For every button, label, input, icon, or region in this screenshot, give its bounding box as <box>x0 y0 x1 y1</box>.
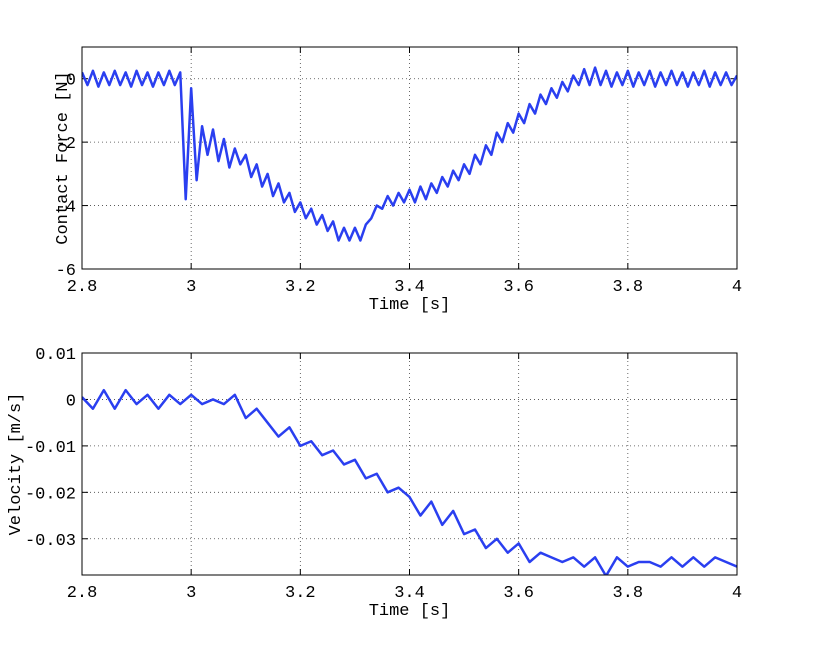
data-line <box>82 66 737 242</box>
y-tick-label: -0.03 <box>25 532 76 551</box>
y-tick-label: 0 <box>66 392 76 411</box>
data-line <box>82 388 737 575</box>
x-tick-label: 2.8 <box>67 584 98 603</box>
x-tick-label: 3.6 <box>503 584 534 603</box>
x-tick-label: 3.6 <box>503 278 534 297</box>
x-tick-label: 3 <box>186 278 196 297</box>
x-tick-label: 3.4 <box>394 584 425 603</box>
axes-frame <box>81 46 738 270</box>
x-tick-label: 3.8 <box>613 278 644 297</box>
subplot: 2.8 3 3.2 3.4 3.6 3.8 4 -6 -4 -2 0 Time [s] Contact … <box>54 46 742 315</box>
x-tick-label: 4 <box>732 278 742 297</box>
axes-frame <box>81 352 738 576</box>
y-tick-label: -0.02 <box>25 485 76 504</box>
y-tick-label: 0.01 <box>35 346 76 365</box>
x-tick-label: 3.8 <box>613 584 644 603</box>
x-tick-label: 3.2 <box>285 278 316 297</box>
x-axis-label: Time [s] <box>369 602 451 621</box>
y-tick-label: 0 <box>66 72 76 91</box>
subplot: 2.8 3 3.2 3.4 3.6 3.8 4 -0.03 -0.02 -0.01 0 0.01 Tim… <box>7 346 742 621</box>
y-tick-label: -2 <box>56 135 76 154</box>
x-tick-label: 3.4 <box>394 278 425 297</box>
y-tick-label: -4 <box>56 199 76 218</box>
y-tick-label: -0.01 <box>25 439 76 458</box>
x-tick-label: 3.2 <box>285 584 316 603</box>
y-axis-label: Velocity [m/s] <box>7 393 26 536</box>
y-tick-label: -6 <box>56 262 76 281</box>
x-tick-label: 3 <box>186 584 196 603</box>
y-axis-label: Contact Force [N] <box>54 71 73 244</box>
x-tick-label: 4 <box>732 584 742 603</box>
x-tick-label: 2.8 <box>67 278 98 297</box>
x-axis-label: Time [s] <box>369 296 451 315</box>
